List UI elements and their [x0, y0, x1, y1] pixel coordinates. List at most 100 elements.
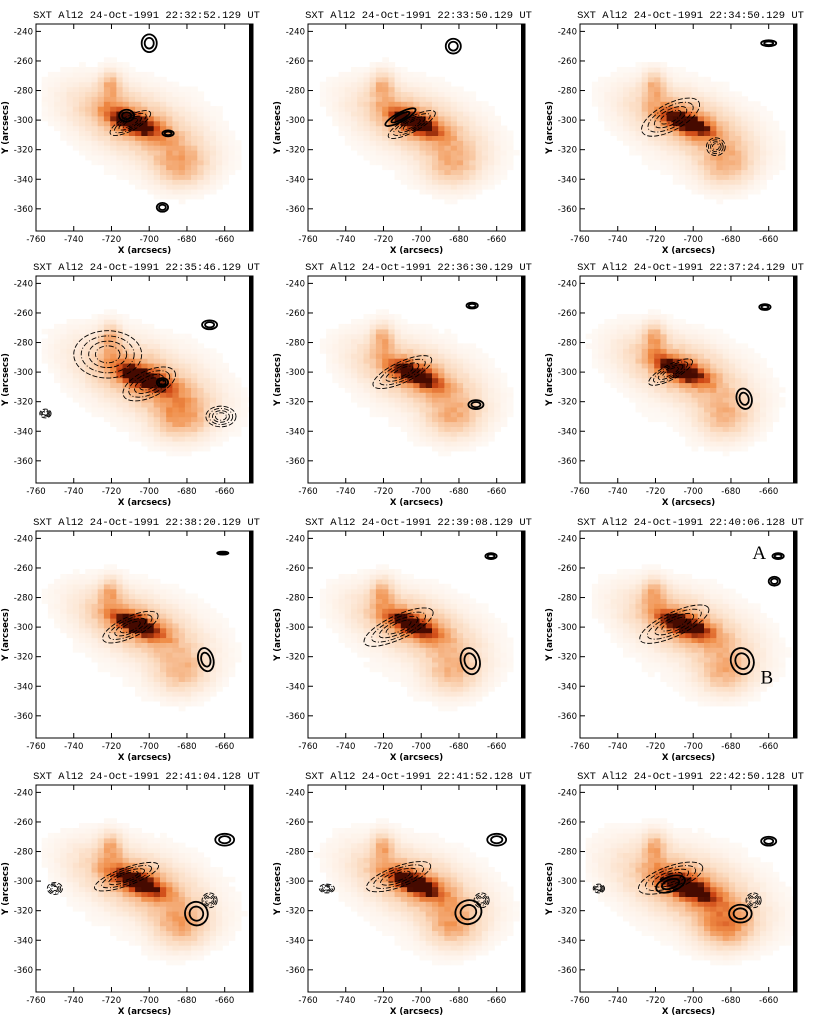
map-pixel	[388, 657, 396, 663]
map-pixel	[66, 343, 74, 349]
map-pixel	[375, 96, 383, 102]
map-pixel	[413, 358, 421, 364]
map-pixel	[203, 353, 211, 359]
map-pixel	[388, 416, 396, 423]
map-pixel	[116, 421, 124, 427]
colorbar-edge	[249, 276, 253, 483]
map-pixel	[60, 598, 68, 604]
map-pixel	[710, 377, 717, 384]
map-pixel	[623, 81, 630, 88]
map-pixel	[222, 372, 229, 379]
map-pixel	[363, 402, 371, 408]
map-pixel	[728, 150, 736, 156]
map-pixel	[419, 71, 427, 78]
map-pixel	[660, 169, 668, 175]
map-pixel	[135, 578, 142, 585]
map-pixel	[716, 159, 724, 166]
map-pixel	[363, 135, 371, 141]
map-pixel	[672, 71, 680, 78]
map-pixel	[500, 135, 508, 141]
map-pixel	[116, 328, 124, 335]
map-pixel	[228, 652, 236, 658]
map-pixel	[413, 657, 421, 663]
map-pixel	[326, 608, 333, 614]
map-pixel	[209, 140, 217, 146]
map-pixel	[679, 333, 686, 340]
map-pixel	[704, 411, 711, 418]
map-pixel	[425, 402, 433, 408]
map-pixel	[704, 343, 711, 349]
map-pixel	[463, 382, 470, 388]
map-pixel	[363, 319, 371, 325]
map-pixel	[697, 372, 705, 379]
map-pixel	[432, 382, 439, 388]
map-pixel	[469, 372, 477, 379]
map-pixel	[375, 642, 383, 648]
map-pixel	[463, 392, 470, 398]
map-pixel	[79, 110, 86, 117]
map-pixel	[153, 179, 161, 185]
map-pixel	[432, 603, 439, 609]
map-pixel	[616, 314, 624, 320]
map-pixel	[469, 169, 477, 175]
map-pixel	[400, 652, 408, 658]
map-pixel	[160, 358, 167, 364]
map-pixel	[629, 150, 636, 156]
map-pixel	[60, 130, 68, 136]
map-pixel	[741, 358, 749, 364]
map-pixel	[666, 392, 674, 398]
map-pixel	[382, 406, 389, 413]
map-pixel	[710, 86, 717, 92]
map-pixel	[666, 387, 674, 393]
map-pixel	[141, 696, 149, 702]
map-pixel	[172, 140, 180, 146]
map-pixel	[103, 617, 111, 624]
map-pixel	[60, 622, 68, 629]
map-pixel	[209, 189, 217, 195]
map-pixel	[153, 647, 161, 653]
map-pixel	[704, 426, 711, 432]
map-pixel	[66, 338, 74, 344]
map-pixel	[197, 666, 205, 673]
map-pixel	[203, 145, 211, 151]
map-pixel	[128, 392, 136, 398]
map-pixel	[616, 115, 624, 122]
map-pixel	[685, 372, 693, 379]
map-pixel	[375, 348, 383, 354]
map-pixel	[319, 588, 327, 595]
map-pixel	[116, 382, 124, 388]
map-pixel	[747, 406, 755, 413]
contours	[39, 319, 237, 428]
map-pixel	[216, 647, 223, 653]
map-pixel	[79, 343, 86, 349]
map-pixel	[641, 358, 649, 364]
x-tick-label: -740	[64, 487, 83, 497]
map-pixel	[716, 358, 724, 364]
map-pixel	[616, 67, 624, 73]
map-pixel	[172, 110, 180, 117]
map-pixel	[778, 164, 786, 171]
map-pixel	[641, 319, 649, 325]
map-pixel	[54, 372, 61, 379]
map-pixel	[419, 184, 427, 190]
map-pixel	[351, 642, 358, 648]
map-pixel	[635, 145, 643, 151]
map-pixel	[103, 382, 111, 388]
map-pixel	[641, 387, 649, 393]
map-pixel	[660, 333, 668, 340]
map-pixel	[172, 169, 180, 175]
map-pixel	[147, 402, 155, 408]
map-pixel	[363, 647, 371, 653]
map-pixel	[135, 431, 142, 437]
map-pixel	[166, 402, 173, 408]
map-pixel	[91, 583, 99, 590]
map-pixel	[153, 387, 161, 393]
map-pixel	[116, 154, 124, 161]
map-pixel	[332, 338, 340, 344]
map-pixel	[444, 101, 452, 107]
map-pixel	[166, 377, 173, 384]
map-pixel	[338, 76, 346, 83]
map-pixel	[326, 367, 333, 374]
map-pixel	[135, 397, 142, 403]
map-pixel	[91, 67, 99, 73]
